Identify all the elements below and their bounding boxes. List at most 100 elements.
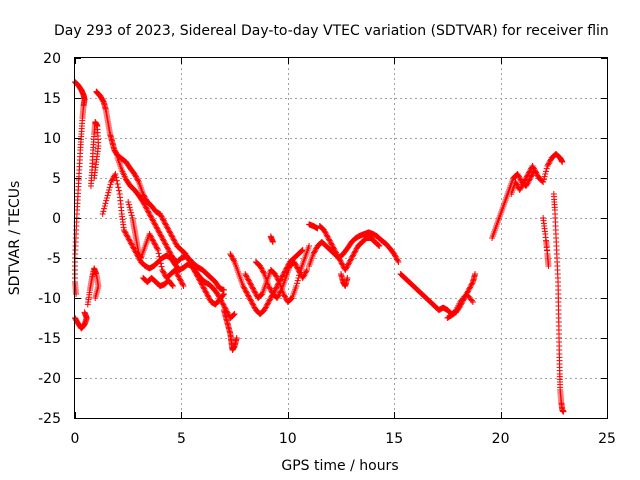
y-tick-label: -25 (38, 411, 61, 427)
data-point-marker (125, 235, 132, 241)
data-point-marker (127, 239, 134, 245)
data-point-marker (294, 277, 301, 284)
data-point-marker (467, 283, 474, 289)
y-tick-label: 5 (52, 171, 61, 187)
y-tick-label: 20 (43, 51, 61, 67)
data-point-marker (220, 287, 227, 293)
data-point-marker (244, 291, 251, 297)
data-point-marker (259, 268, 266, 275)
data-point-marker (391, 252, 398, 259)
data-point-marker (100, 208, 107, 215)
data-point-marker (169, 235, 176, 241)
data-point-marker (468, 281, 475, 288)
data-point-marker (342, 265, 349, 272)
data-point-marker (165, 247, 172, 253)
data-point-marker (248, 299, 255, 305)
data-point-marker (159, 268, 166, 275)
data-point-marker (273, 284, 280, 291)
data-point-marker (264, 300, 271, 307)
data-point-marker (158, 213, 165, 220)
data-point-marker (325, 236, 332, 243)
data-point-marker (268, 288, 275, 295)
data-point-marker (329, 243, 336, 249)
data-point-marker (245, 277, 252, 284)
data-point-marker (108, 179, 115, 185)
x-tick-label: 10 (279, 431, 297, 447)
data-point-marker (543, 165, 550, 172)
data-point-marker (293, 283, 300, 289)
y-tick-label: -20 (38, 371, 61, 387)
data-point-marker (298, 247, 305, 254)
data-point-marker (148, 215, 155, 221)
data-point-marker (521, 177, 528, 184)
data-point-marker (160, 237, 167, 244)
series-flin-u (489, 151, 566, 241)
series-flin-h (125, 199, 187, 289)
data-point-marker (267, 295, 274, 301)
data-point-marker (154, 227, 161, 233)
tick-labels: 0 5 10 15 20 25 -25 -20 -15 -10 -5 0 5 10 15 20 (38, 51, 616, 447)
data-point-marker (147, 213, 154, 220)
data-point-marker (352, 248, 359, 255)
grid (75, 58, 607, 418)
data-point-marker (178, 279, 185, 285)
data-point-marker (276, 289, 283, 296)
data-point-marker (376, 243, 383, 249)
data-point-marker (123, 232, 130, 239)
data-point-marker (133, 173, 140, 180)
plot-frame (74, 57, 608, 419)
data-point-marker (112, 171, 119, 177)
data-point-marker (296, 269, 303, 276)
data-point-marker (295, 267, 302, 273)
data-point-marker (217, 296, 224, 303)
data-point-marker (547, 157, 554, 164)
series-flin-g (114, 155, 227, 293)
data-point-marker (521, 179, 528, 185)
data-point-marker (243, 273, 250, 280)
data-point-marker (559, 159, 566, 165)
data-point-marker (543, 239, 550, 245)
data-point-marker (524, 172, 531, 179)
y-tick-label: 0 (52, 211, 61, 227)
data-point-marker (310, 251, 317, 257)
data-point-marker (311, 248, 318, 255)
data-point-marker (200, 284, 207, 291)
data-point-marker (269, 239, 276, 245)
data-point-marker (228, 253, 235, 260)
data-point-marker (262, 304, 269, 311)
series-flin-d (87, 119, 102, 189)
data-point-marker (146, 231, 153, 237)
data-point-marker (513, 181, 520, 188)
data-point-marker (331, 247, 338, 253)
data-point-marker (272, 271, 279, 277)
data-point-marker (127, 207, 134, 213)
data-point-marker (344, 263, 351, 269)
data-point-marker (203, 291, 210, 297)
data-point-marker (469, 280, 476, 287)
data-point-marker (266, 297, 273, 304)
series-flin-b (72, 309, 90, 332)
data-point-marker (143, 205, 150, 212)
data-point-marker (122, 229, 129, 236)
data-point-marker (299, 275, 306, 281)
data-point-marker (132, 248, 139, 255)
data-point-marker (250, 285, 257, 292)
data-point-marker (267, 296, 274, 303)
data-point-marker (240, 284, 247, 291)
data-point-marker (335, 253, 342, 260)
data-point-marker (152, 221, 159, 228)
data-point-marker (523, 173, 530, 180)
data-point-marker (303, 267, 310, 273)
data-point-marker (164, 244, 171, 251)
series-flin-w (540, 215, 552, 269)
data-point-marker (338, 260, 345, 267)
data-point-marker (134, 176, 141, 183)
data-point-marker (153, 244, 160, 251)
data-point-marker (332, 248, 339, 255)
data-point-marker (130, 244, 137, 251)
data-point-marker (230, 311, 237, 318)
data-point-marker (157, 211, 164, 217)
data-point-marker (149, 216, 156, 223)
data-point-marker (519, 181, 526, 188)
